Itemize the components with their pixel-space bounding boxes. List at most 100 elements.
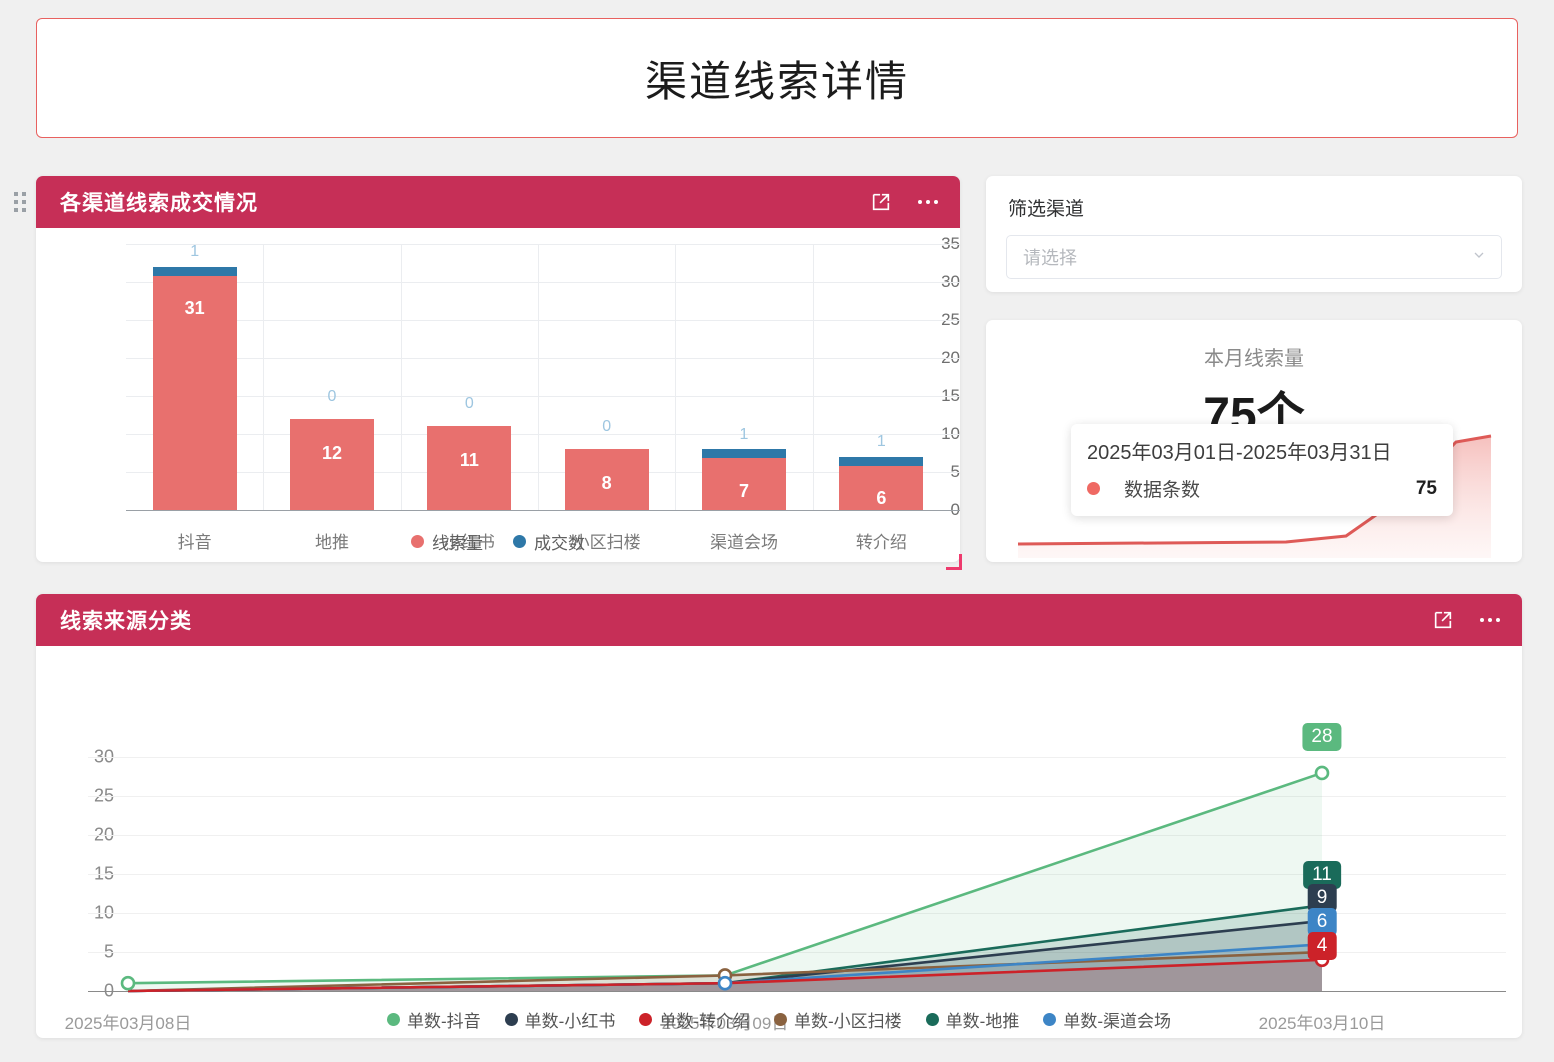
- bar-segment-deals[interactable]: [839, 456, 924, 466]
- bar-gridline: [126, 434, 960, 435]
- bar-value-deals: 0: [327, 387, 337, 405]
- channel-filter-select[interactable]: 请选择: [1006, 235, 1502, 279]
- line-point-label: 28: [1302, 722, 1342, 751]
- legend-label: 成交数: [534, 534, 585, 553]
- channel-deal-card: 各渠道线索成交情况 05101520253035311抖音120地推110小红书…: [36, 176, 962, 570]
- bar-x-axis: [126, 510, 960, 511]
- line-x-tick: 2025年03月10日: [1258, 1014, 1386, 1033]
- bar-y-tick: 15: [941, 386, 960, 405]
- bar-x-tick: 小区扫楼: [572, 533, 641, 552]
- bar-segment-leads[interactable]: [839, 464, 924, 510]
- line-y-tick: 25: [93, 785, 114, 806]
- line-x-tick: 2025年03月08日: [64, 1014, 192, 1033]
- channel-filter-label: 筛选渠道: [1008, 199, 1085, 220]
- legend-label: 单数-小区扫楼: [794, 1012, 902, 1031]
- line-x-tick: 2025年03月09日: [661, 1014, 789, 1033]
- line-legend-item[interactable]: 单数-转介绍: [639, 1007, 750, 1032]
- legend-color-dot: [386, 1013, 400, 1026]
- bar-value-deals: 1: [876, 433, 886, 451]
- bar-x-tick: 小红书: [443, 533, 495, 552]
- drag-handle-icon[interactable]: [14, 192, 26, 212]
- bar-y-tick: 0: [886, 500, 960, 520]
- legend-color-dot: [925, 1013, 939, 1026]
- bar-value-leads: 7: [738, 480, 750, 501]
- bar-segment-leads[interactable]: [152, 274, 237, 510]
- more-dots-icon[interactable]: [1480, 618, 1500, 622]
- bar-segment-deals[interactable]: [152, 266, 237, 276]
- bar-gridline: [126, 282, 960, 283]
- resize-corner-icon[interactable]: [946, 554, 962, 570]
- monthly-leads-tooltip: 2025年03月01日-2025年03月31日 数据条数 75: [1071, 424, 1453, 516]
- bar-value-deals: 1: [739, 425, 749, 443]
- channel-deal-card-header: 各渠道线索成交情况: [36, 176, 960, 228]
- line-y-tick: 30: [93, 746, 114, 767]
- legend-label: 单数-转介绍: [659, 1012, 750, 1031]
- page-title-banner: 渠道线索详情: [36, 18, 1518, 138]
- line-gridline: [88, 835, 1506, 837]
- line-y-tick: 0: [78, 981, 114, 1002]
- line-legend-item[interactable]: 单数-地推: [925, 1007, 1019, 1032]
- chevron-down-icon[interactable]: [1471, 247, 1487, 267]
- bar-value-leads: 31: [184, 298, 205, 319]
- line-legend-item[interactable]: 单数-小区扫楼: [774, 1007, 902, 1032]
- bar-gridline: [126, 472, 960, 473]
- lead-source-card: 线索来源分类 05101520253028119642025年03月08日202…: [36, 594, 1522, 1038]
- legend-label: 单数-抖音: [406, 1012, 481, 1031]
- page-title: 渠道线索详情: [644, 57, 909, 105]
- line-y-tick: 20: [93, 824, 114, 845]
- legend-label: 线索量: [432, 534, 483, 553]
- line-gridline: [88, 874, 1506, 876]
- bar-value-leads: 11: [459, 450, 479, 471]
- line-chart-svg: [120, 765, 1330, 993]
- line-y-tick: 5: [78, 942, 114, 963]
- lead-source-card-header: 线索来源分类: [36, 594, 1522, 646]
- tooltip-date-range: 2025年03月01日-2025年03月31日: [1087, 442, 1392, 464]
- bar-segment-deals[interactable]: [702, 449, 786, 459]
- bar-x-tick: 地推: [315, 533, 349, 552]
- bar-vertical-gridline: [263, 244, 265, 510]
- bar-value-deals: 0: [464, 395, 474, 413]
- bar-y-tick: 10: [941, 424, 960, 443]
- bar-segment-leads[interactable]: [564, 449, 649, 510]
- legend-color-dot: [774, 1013, 787, 1026]
- tooltip-series-dot: [1087, 482, 1100, 495]
- bar-segment-leads[interactable]: [427, 426, 512, 510]
- bar-x-tick: 转介绍: [855, 533, 907, 552]
- bar-gridline: [126, 396, 960, 397]
- more-dots-icon[interactable]: [918, 200, 938, 204]
- legend-label: 单数-小红书: [524, 1012, 616, 1031]
- line-legend-item[interactable]: 单数-渠道会场: [1043, 1007, 1171, 1032]
- bar-gridline: [126, 320, 960, 321]
- bar-x-tick: 渠道会场: [710, 533, 778, 552]
- bar-value-deals: 1: [190, 243, 200, 261]
- legend-color-dot: [1043, 1013, 1057, 1026]
- bar-y-tick: 5: [886, 462, 960, 482]
- bar-vertical-gridline: [400, 244, 402, 510]
- line-gridline: [88, 796, 1506, 798]
- line-legend-item[interactable]: 单数-小红书: [504, 1007, 616, 1032]
- bar-gridline: [126, 358, 960, 359]
- bar-legend-item[interactable]: 成交数: [513, 529, 585, 554]
- lead-source-card-title: 线索来源分类: [60, 610, 192, 633]
- bar-legend-item[interactable]: 线索量: [411, 529, 483, 554]
- line-chart-legend: 单数-抖音 单数-小红书 单数-转介绍 单数-小区扫楼 单数-地推 单数-渠道会场: [36, 1007, 1522, 1032]
- external-link-icon[interactable]: [1432, 609, 1454, 631]
- bar-value-leads: 6: [876, 488, 887, 509]
- legend-color-dot: [504, 1013, 518, 1026]
- legend-color-dot: [513, 535, 526, 548]
- legend-color-dot: [411, 535, 424, 548]
- line-legend-item[interactable]: 单数-抖音: [386, 1007, 481, 1032]
- channel-deal-chart: 0 5 10 15 20 25 30 35 31 1 抖音 12 0 地推 11 0 小红书 8 0 小区扫楼 7 1 渠道…: [36, 228, 960, 562]
- monthly-leads-label: 本月线索量: [1204, 348, 1304, 370]
- bar-y-tick: 35: [941, 234, 960, 253]
- bar-vertical-gridline: [675, 244, 677, 510]
- bar-gridline: [126, 244, 960, 245]
- external-link-icon[interactable]: [870, 191, 892, 213]
- line-gridline: [88, 952, 1506, 954]
- lead-source-chart: 05101520253028119642025年03月08日2025年03月09…: [36, 646, 1522, 1038]
- bar-segment-leads[interactable]: [290, 418, 374, 510]
- bar-segment-leads[interactable]: [702, 456, 786, 510]
- line-gridline: [88, 913, 1506, 915]
- line-point-label: 4: [1307, 932, 1337, 961]
